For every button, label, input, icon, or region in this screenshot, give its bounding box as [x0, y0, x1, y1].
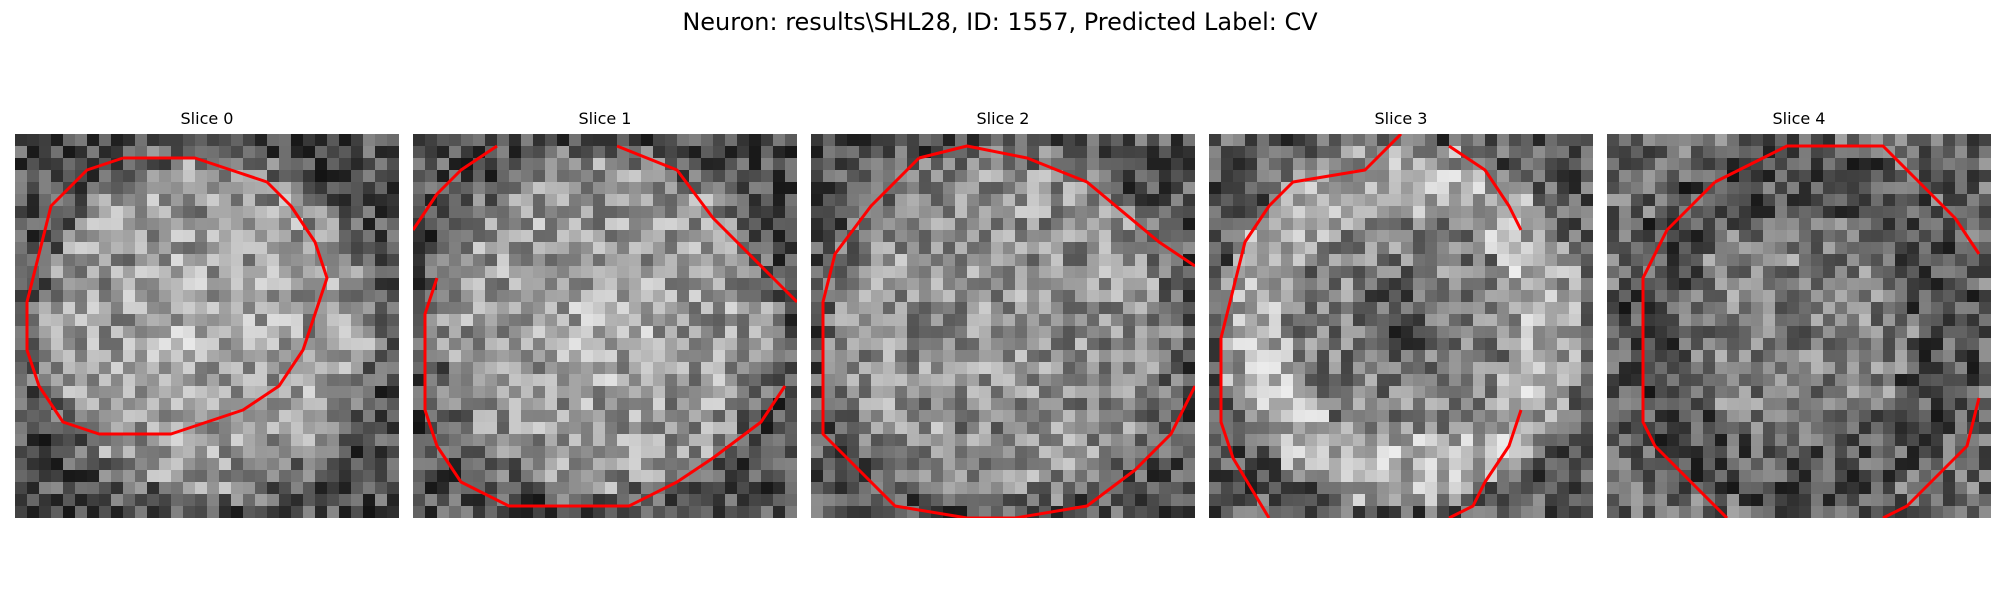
- contour-line: [1882, 397, 1981, 518]
- contour-line: [918, 144, 1195, 268]
- slice-1-image: [413, 134, 797, 518]
- figure-title: Neuron: results\SHL28, ID: 1557, Predict…: [682, 8, 1318, 36]
- slice-3-image: [1209, 134, 1593, 518]
- slice-3-title: Slice 3: [1374, 109, 1428, 128]
- contour-line: [1448, 144, 1523, 231]
- pixel-grid: [811, 134, 1195, 518]
- slice-0-image: [15, 134, 399, 518]
- contour-line: [413, 144, 498, 231]
- contour-line: [1448, 409, 1523, 518]
- contour-line: [423, 277, 787, 508]
- contour-line: [616, 144, 797, 304]
- contour-line: [821, 156, 1195, 518]
- slice-0-title: Slice 0: [180, 109, 234, 128]
- contour-line: [1219, 134, 1403, 518]
- pixel-grid: [413, 134, 797, 518]
- contour-line: [1714, 144, 1981, 255]
- slice-2-title: Slice 2: [976, 109, 1030, 128]
- slice-2-image: [811, 134, 1195, 518]
- contour-line: [1641, 180, 1729, 518]
- pixel-grid: [1607, 134, 1991, 518]
- pixel-grid: [15, 134, 399, 518]
- slice-4-title: Slice 4: [1772, 109, 1826, 128]
- slice-4-image: [1607, 134, 1991, 518]
- pixel-grid: [1209, 134, 1593, 518]
- contour-line: [25, 156, 329, 436]
- slice-1-title: Slice 1: [578, 109, 632, 128]
